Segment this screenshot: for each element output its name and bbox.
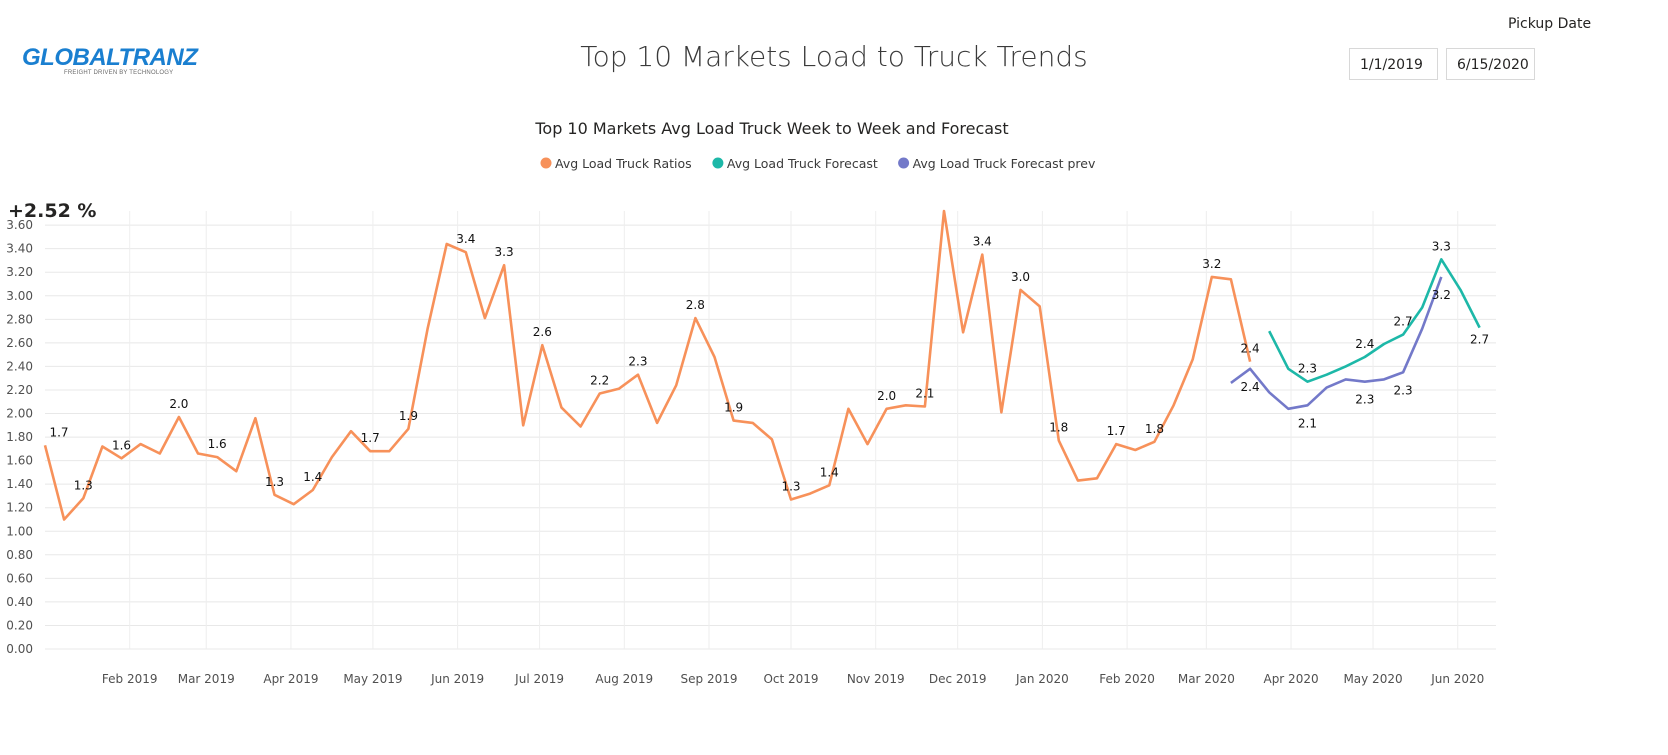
data-label: 1.9 [399, 409, 418, 423]
x-tick-label: May 2019 [343, 672, 402, 686]
y-tick-label: 1.60 [6, 454, 33, 468]
data-label: 1.8 [1145, 422, 1164, 436]
data-label: 3.3 [495, 245, 514, 259]
legend-entry: Avg Load Truck Forecast prev [913, 156, 1096, 171]
report-title: Top 10 Markets Load to Truck Trends [580, 40, 1088, 73]
logo-tagline: FREIGHT DRIVEN BY TECHNOLOGY [64, 70, 174, 76]
data-label: 1.9 [724, 401, 743, 415]
data-label: 3.4 [973, 235, 992, 249]
y-tick-label: 1.80 [6, 430, 33, 444]
y-tick-label: 0.80 [6, 548, 33, 562]
data-label: 3.4 [456, 232, 475, 246]
x-tick-label: Feb 2019 [102, 672, 158, 686]
series-line [1230, 276, 1443, 411]
y-tick-label: 2.00 [6, 407, 33, 421]
kpi-change-value: +2.52 % [8, 200, 97, 222]
y-tick-label: 3.20 [6, 265, 33, 279]
x-tick-label: Mar 2020 [1178, 672, 1235, 686]
x-tick-label: Aug 2019 [595, 672, 653, 686]
data-label: 2.4 [1355, 337, 1374, 351]
legend-marker [540, 157, 552, 169]
x-tick-label: Nov 2019 [847, 672, 905, 686]
x-tick-label: Jul 2019 [514, 672, 564, 686]
data-label: 3.2 [1202, 257, 1221, 271]
y-tick-label: 3.60 [6, 218, 33, 232]
data-label: 2.0 [877, 389, 896, 403]
data-label: 2.2 [590, 374, 609, 388]
y-tick-label: 3.40 [6, 242, 33, 256]
x-tick-label: Sep 2019 [681, 672, 738, 686]
legend-entry: Avg Load Truck Forecast [727, 156, 878, 171]
y-tick-label: 2.40 [6, 359, 33, 373]
data-label: 1.7 [361, 431, 380, 445]
x-tick-label: Jan 2020 [1015, 672, 1069, 686]
series-line [43, 209, 1252, 521]
data-label: 1.8 [1049, 421, 1068, 435]
y-tick-label: 2.60 [6, 336, 33, 350]
x-tick-label: Oct 2019 [763, 672, 818, 686]
x-tick-label: Jun 2020 [1430, 672, 1484, 686]
pickup-date-label: Pickup Date [1508, 16, 1592, 32]
y-tick-label: 1.00 [6, 524, 33, 538]
legend-entry: Avg Load Truck Ratios [555, 156, 692, 171]
data-label: 1.4 [820, 465, 839, 479]
legend-marker [898, 157, 910, 169]
data-label: 1.3 [265, 475, 284, 489]
x-tick-label: Dec 2019 [929, 672, 987, 686]
y-tick-label: 1.40 [6, 477, 33, 491]
y-tick-label: 2.80 [6, 312, 33, 326]
legend-marker [712, 157, 724, 169]
y-tick-label: 1.20 [6, 501, 33, 515]
x-tick-label: Apr 2020 [1263, 672, 1318, 686]
data-label: 2.1 [1298, 416, 1317, 430]
series-line [1268, 258, 1481, 383]
x-tick-label: Jun 2019 [430, 672, 484, 686]
data-label: 2.8 [686, 298, 705, 312]
data-label: 2.3 [1355, 393, 1374, 407]
data-label: 2.1 [915, 386, 934, 400]
data-label: 3.0 [1011, 270, 1030, 284]
x-tick-label: May 2020 [1343, 672, 1402, 686]
y-tick-label: 0.60 [6, 571, 33, 585]
line-chart: Top 10 Markets Avg Load Truck Week to We… [6, 119, 1496, 686]
y-tick-label: 0.20 [6, 618, 33, 632]
data-label: 2.3 [1394, 383, 1413, 397]
data-label: 1.4 [303, 470, 322, 484]
logo-wordmark: GLOBALTRANZ [22, 44, 198, 71]
y-tick-label: 0.00 [6, 642, 33, 656]
end-date-input[interactable]: 6/15/2020 [1446, 48, 1535, 80]
data-label: 3.2 [1432, 288, 1451, 302]
data-label: 1.7 [1107, 424, 1126, 438]
data-label: 1.7 [49, 425, 68, 439]
data-label: 2.4 [1241, 342, 1260, 356]
data-label: 1.3 [781, 479, 800, 493]
y-tick-label: 3.00 [6, 289, 33, 303]
data-label: 2.7 [1470, 333, 1489, 347]
chart-title: Top 10 Markets Avg Load Truck Week to We… [534, 119, 1008, 138]
data-label: 2.3 [1298, 362, 1317, 376]
globaltranz-logo: GLOBALTRANZ FREIGHT DRIVEN BY TECHNOLOGY [22, 44, 198, 77]
x-tick-label: Apr 2019 [263, 672, 318, 686]
data-label: 2.0 [169, 397, 188, 411]
data-label: 3.3 [1432, 239, 1451, 253]
start-date-input[interactable]: 1/1/2019 [1349, 48, 1438, 80]
x-tick-label: Feb 2020 [1099, 672, 1155, 686]
data-label: 2.3 [628, 355, 647, 369]
x-tick-label: Mar 2019 [178, 672, 235, 686]
y-tick-label: 2.20 [6, 383, 33, 397]
data-label: 1.6 [112, 438, 131, 452]
data-label: 1.6 [208, 437, 227, 451]
data-label: 2.4 [1241, 380, 1260, 394]
data-label: 2.6 [533, 325, 552, 339]
data-label: 2.7 [1394, 315, 1413, 329]
y-tick-label: 0.40 [6, 595, 33, 609]
data-label: 1.3 [74, 478, 93, 492]
